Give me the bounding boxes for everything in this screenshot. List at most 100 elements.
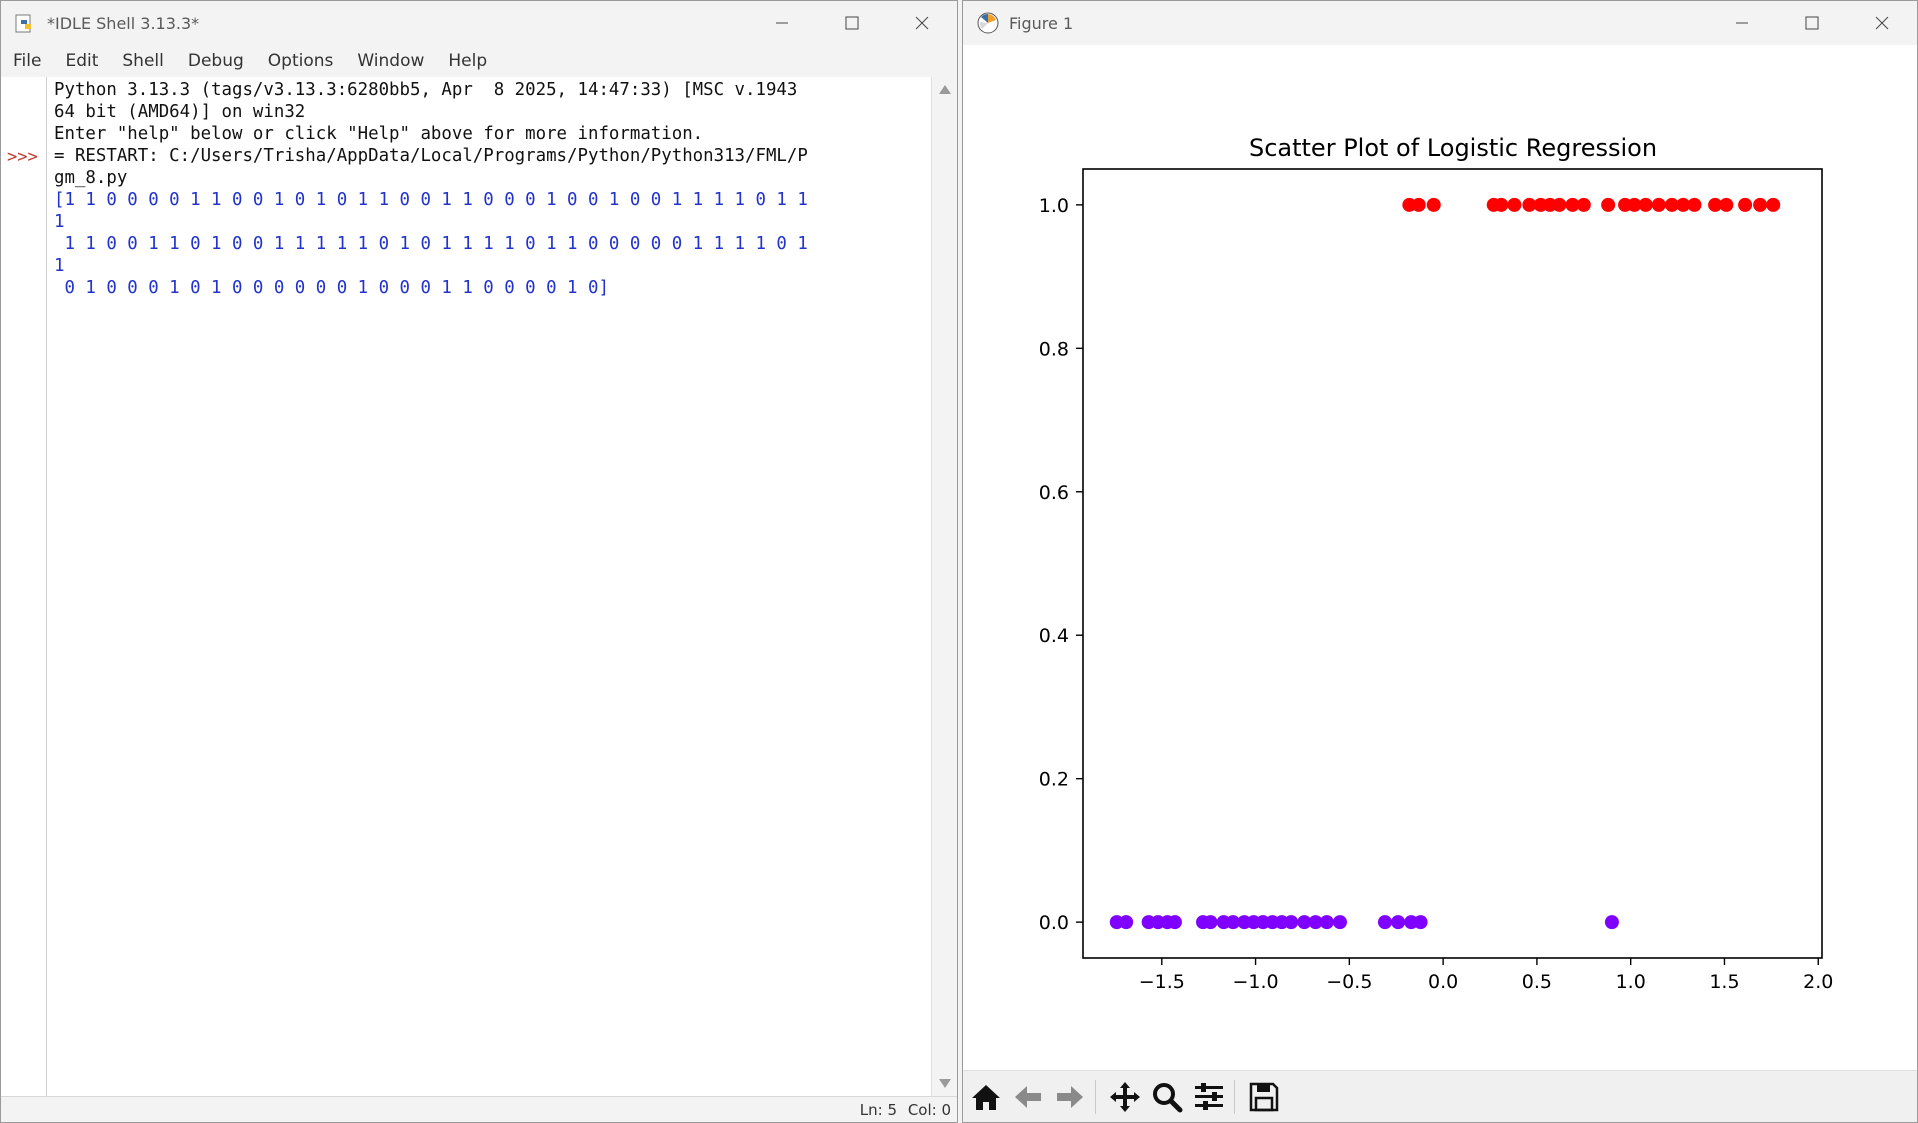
- scatter-points: [1109, 197, 1781, 930]
- program-output-line: [1 1 0 0 0 0 1 1 0 0 1 0 1 0 1 1 0 0 1 1…: [54, 190, 808, 210]
- zoom-icon: [1153, 1082, 1183, 1112]
- forward-button[interactable]: [1051, 1078, 1089, 1116]
- shell-line: 64 bit (AMD64)] on win32: [54, 102, 306, 122]
- figure-close-button[interactable]: [1847, 1, 1917, 45]
- scatter-point: [1522, 197, 1537, 212]
- scatter-point: [1319, 915, 1334, 930]
- scatter-point: [1119, 915, 1134, 930]
- x-tick-label: 0.5: [1522, 971, 1552, 993]
- scatter-point: [1332, 915, 1347, 930]
- scatter-point: [1708, 197, 1723, 212]
- minimize-icon: [1736, 22, 1748, 24]
- scatter-point: [1627, 197, 1642, 212]
- y-tick-label: 0.4: [1039, 625, 1069, 647]
- scatter-point: [1297, 915, 1312, 930]
- status-bar: Ln: 5 Col: 0: [1, 1096, 957, 1122]
- forward-arrow-icon: [1057, 1085, 1083, 1108]
- close-button[interactable]: [887, 1, 957, 45]
- back-arrow-icon: [1015, 1085, 1041, 1108]
- home-button[interactable]: [967, 1078, 1005, 1116]
- y-tick-label: 0.8: [1039, 338, 1069, 360]
- program-output-line: 1: [54, 256, 65, 276]
- figure-minimize-button[interactable]: [1707, 1, 1777, 45]
- prompt-gutter: >>>: [1, 77, 47, 1096]
- scatter-point: [1565, 197, 1580, 212]
- scatter-point: [1687, 197, 1702, 212]
- toolbar-separator: [1234, 1079, 1235, 1114]
- menu-edit[interactable]: Edit: [65, 51, 99, 71]
- figure-maximize-button[interactable]: [1777, 1, 1847, 45]
- pan-button[interactable]: [1106, 1078, 1144, 1116]
- menu-options[interactable]: Options: [267, 51, 334, 71]
- configure-subplots-button[interactable]: [1190, 1078, 1228, 1116]
- x-tick-label: −0.5: [1326, 971, 1372, 993]
- figure-toolbar: [963, 1070, 1917, 1122]
- scatter-point: [1226, 915, 1241, 930]
- home-icon: [972, 1084, 1000, 1110]
- shell-line: Python 3.13.3 (tags/v3.13.3:6280bb5, Apr…: [54, 80, 798, 100]
- shell-text-area[interactable]: Python 3.13.3 (tags/v3.13.3:6280bb5, Apr…: [48, 77, 931, 1096]
- figure-titlebar[interactable]: Figure 1: [963, 1, 1917, 45]
- scatter-point: [1391, 915, 1406, 930]
- plot-frame: [1082, 168, 1823, 959]
- scatter-point: [1604, 915, 1619, 930]
- zoom-button[interactable]: [1148, 1078, 1186, 1116]
- minimize-button[interactable]: [747, 1, 817, 45]
- scatter-point: [1507, 197, 1522, 212]
- maximize-button[interactable]: [817, 1, 887, 45]
- save-icon: [1249, 1082, 1279, 1111]
- scatter-chart: Scatter Plot of Logistic Regression −1.5…: [1039, 134, 1834, 993]
- maximize-icon: [845, 16, 859, 30]
- scatter-point: [1676, 197, 1691, 212]
- idle-shell-window: *IDLE Shell 3.13.3* File Edit Shell Debu…: [0, 0, 958, 1123]
- scatter-point: [1738, 197, 1753, 212]
- scroll-up-icon[interactable]: [939, 85, 951, 94]
- menu-help[interactable]: Help: [448, 51, 488, 71]
- scatter-point: [1719, 197, 1734, 212]
- program-output-line: 1: [54, 212, 65, 232]
- scatter-point: [1638, 197, 1653, 212]
- figure-title: Figure 1: [1009, 13, 1074, 33]
- scroll-down-icon[interactable]: [939, 1079, 951, 1088]
- x-tick-label: 0.0: [1428, 971, 1458, 993]
- minimize-icon: [776, 22, 788, 24]
- pan-icon: [1110, 1081, 1140, 1112]
- vertical-scrollbar[interactable]: [931, 77, 957, 1096]
- toolbar-separator: [1095, 1079, 1096, 1114]
- figure-canvas[interactable]: Scatter Plot of Logistic Regression −1.5…: [963, 45, 1917, 1071]
- x-tick-label: −1.5: [1139, 971, 1185, 993]
- chart-title: Scatter Plot of Logistic Regression: [1249, 134, 1657, 162]
- idle-titlebar[interactable]: *IDLE Shell 3.13.3*: [1, 1, 957, 45]
- scatter-point: [1664, 197, 1679, 212]
- line-number: Ln: 5: [859, 1101, 897, 1119]
- menu-bar: File Edit Shell Debug Options Window Hel…: [1, 45, 957, 77]
- y-tick-label: 0.6: [1039, 482, 1069, 504]
- y-tick-label: 0.2: [1039, 769, 1069, 791]
- x-tick-label: 1.0: [1616, 971, 1646, 993]
- scatter-point: [1766, 197, 1781, 212]
- figure-window: Figure 1 Scatter Plot of Logistic Regres…: [962, 0, 1918, 1123]
- scatter-point: [1284, 915, 1299, 930]
- program-output-line: 0 1 0 0 0 1 0 1 0 0 0 0 0 0 1 0 0 0 1 1 …: [54, 278, 609, 298]
- menu-shell[interactable]: Shell: [122, 51, 164, 71]
- scatter-point: [1308, 915, 1323, 930]
- menu-debug[interactable]: Debug: [187, 51, 244, 71]
- y-tick-label: 0.0: [1039, 912, 1069, 934]
- shell-output: Python 3.13.3 (tags/v3.13.3:6280bb5, Apr…: [54, 79, 808, 299]
- configure-subplots-icon: [1195, 1082, 1223, 1110]
- x-tick-label: 2.0: [1803, 971, 1833, 993]
- scatter-point: [1426, 197, 1441, 212]
- close-icon: [915, 16, 929, 30]
- shell-line: gm_8.py: [54, 168, 128, 188]
- save-button[interactable]: [1245, 1078, 1283, 1116]
- scatter-point: [1203, 915, 1218, 930]
- y-tick-label: 1.0: [1039, 195, 1069, 217]
- scatter-point: [1377, 915, 1392, 930]
- scatter-point: [1494, 197, 1509, 212]
- scatter-point: [1651, 197, 1666, 212]
- shell-line: Enter "help" below or click "Help" above…: [54, 124, 704, 144]
- menu-window[interactable]: Window: [357, 51, 425, 71]
- back-button[interactable]: [1009, 1078, 1047, 1116]
- close-icon: [1875, 16, 1889, 30]
- menu-file[interactable]: File: [13, 51, 42, 71]
